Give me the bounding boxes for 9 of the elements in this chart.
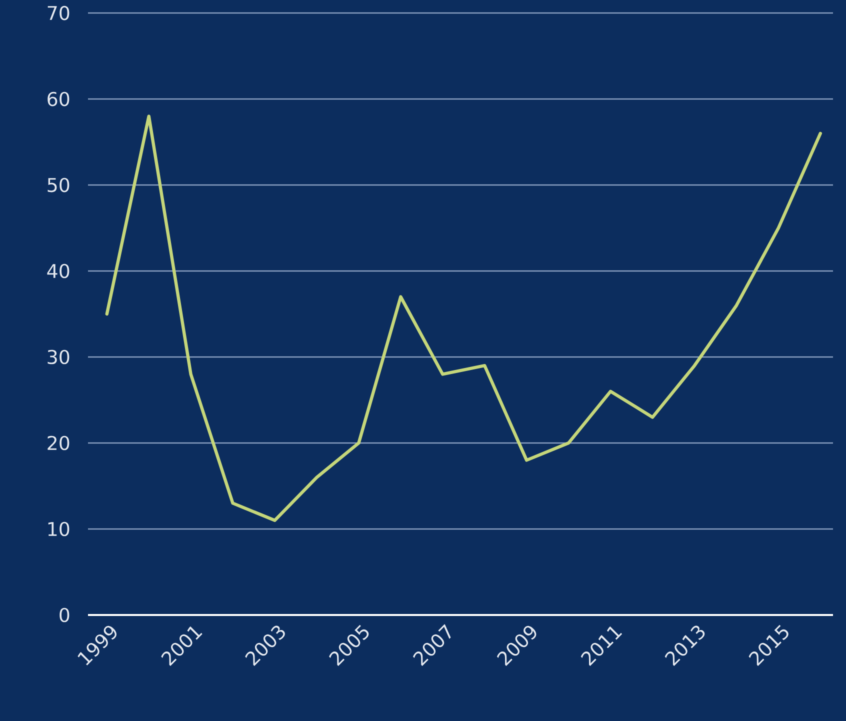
y-tick-label: 10 [48,522,70,536]
y-tick-label: 40 [47,264,70,278]
y-tick-label: 30 [48,350,70,364]
y-tick-label: 70 [48,6,70,20]
y-tick-label: 50 [48,178,70,192]
y-tick-label: 20 [48,436,70,450]
y-tick-label: 0 [60,608,70,622]
line-series [105,114,822,522]
y-tick-label: 60 [48,92,70,106]
